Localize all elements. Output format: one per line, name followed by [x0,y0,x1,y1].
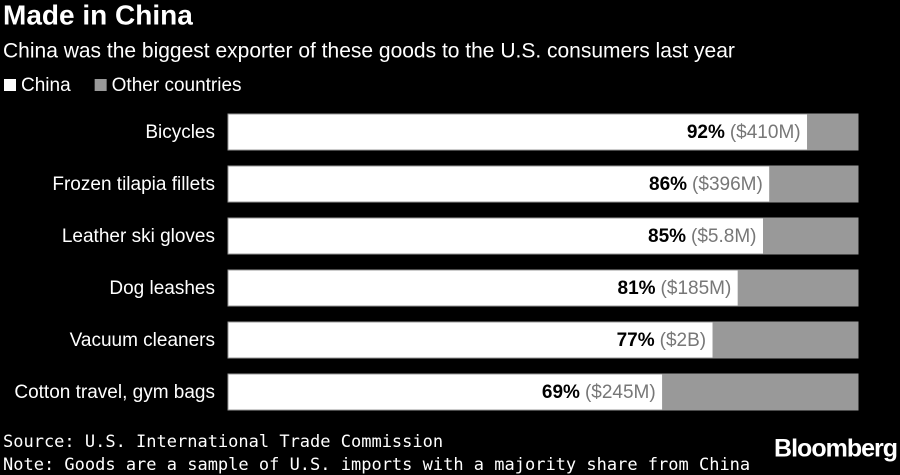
amount-label: ($410M) [730,122,801,143]
bar-segment [763,217,859,255]
value-label: 86% [649,174,687,195]
source: Source: U.S. International Trade Commiss… [3,432,443,452]
bar-segment [662,373,859,411]
amount-label: ($5.8M) [691,226,756,247]
bar-segment [227,269,739,307]
value-label: 85% [648,226,686,247]
legend-swatch [94,79,107,91]
bar-segment [737,269,859,307]
y-tick-label: Bicycles [145,122,215,143]
data-label: 77% ($2B) [617,330,707,351]
data-label: 92% ($410M) [687,122,801,143]
bar-segment [769,165,859,203]
legend-label: China [21,75,71,96]
bar-segment [227,373,664,411]
y-tick-label: Frozen tilapia fillets [52,174,215,195]
value-label: 69% [542,382,580,403]
chart-subtitle: China was the biggest exporter of these … [3,40,735,63]
value-label: 81% [618,278,656,299]
amount-label: ($185M) [661,278,732,299]
y-tick-label: Cotton travel, gym bags [14,382,215,403]
note: Note: Goods are a sample of U.S. imports… [3,455,750,475]
amount-label: ($2B) [660,330,706,351]
bar-segment [227,217,764,255]
legend-label: Other countries [112,75,242,96]
bar-segment [227,113,809,151]
y-tick-label: Dog leashes [109,278,215,299]
amount-label: ($245M) [585,382,656,403]
bar-segment [807,113,859,151]
bar-segment [227,165,771,203]
bar-segment [227,321,714,359]
value-label: 77% [617,330,655,351]
y-tick-label: Vacuum cleaners [70,330,215,351]
data-label: 85% ($5.8M) [648,226,757,247]
bar-segment [712,321,859,359]
chart-title: Made in China [3,0,193,30]
data-label: 81% ($185M) [618,278,732,299]
brand: Bloomberg [774,435,897,463]
value-label: 92% [687,122,725,143]
data-label: 69% ($245M) [542,382,656,403]
data-label: 86% ($396M) [649,174,763,195]
y-tick-label: Leather ski gloves [62,226,215,247]
amount-label: ($396M) [692,174,763,195]
legend-swatch [4,79,16,91]
